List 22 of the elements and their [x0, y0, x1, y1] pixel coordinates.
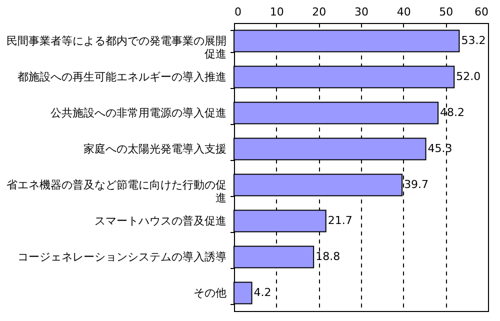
x-tick-label: 10: [270, 6, 284, 18]
y-tick-label: その他: [194, 286, 226, 300]
y-tick-label: 都施設への再生可能エネルギーの導入推進: [18, 70, 226, 84]
x-tick-label: 0: [234, 6, 242, 18]
data-label: 39.7: [404, 178, 429, 191]
data-label: 48.2: [440, 106, 465, 119]
data-label: 52.0: [456, 70, 481, 83]
x-tick-label: 50: [439, 6, 454, 18]
x-tick-label: 40: [396, 6, 411, 18]
data-label: 53.2: [461, 34, 486, 47]
x-tick-label: 60: [474, 6, 488, 18]
y-tick-label: 省エネ機器の普及など節電に向けた行動の促進: [6, 178, 226, 204]
y-tick-label: 民間事業者等による都内での発電事業の展開促進: [6, 34, 226, 60]
data-label: 45.3: [428, 142, 452, 155]
y-tick-label: 家庭への太陽光発電導入支援: [84, 142, 226, 156]
y-tick-label: コージェネレーションシステムの導入誘導: [18, 250, 226, 264]
y-tick-label: スマートハウスの普及促進: [94, 214, 226, 228]
data-label: 21.7: [328, 214, 352, 227]
data-label: 4.2: [254, 286, 272, 299]
x-tick-label: 20: [312, 6, 326, 18]
y-tick-label: 公共施設への非常用電源の導入促進: [50, 106, 226, 120]
x-tick-label: 30: [354, 6, 368, 18]
